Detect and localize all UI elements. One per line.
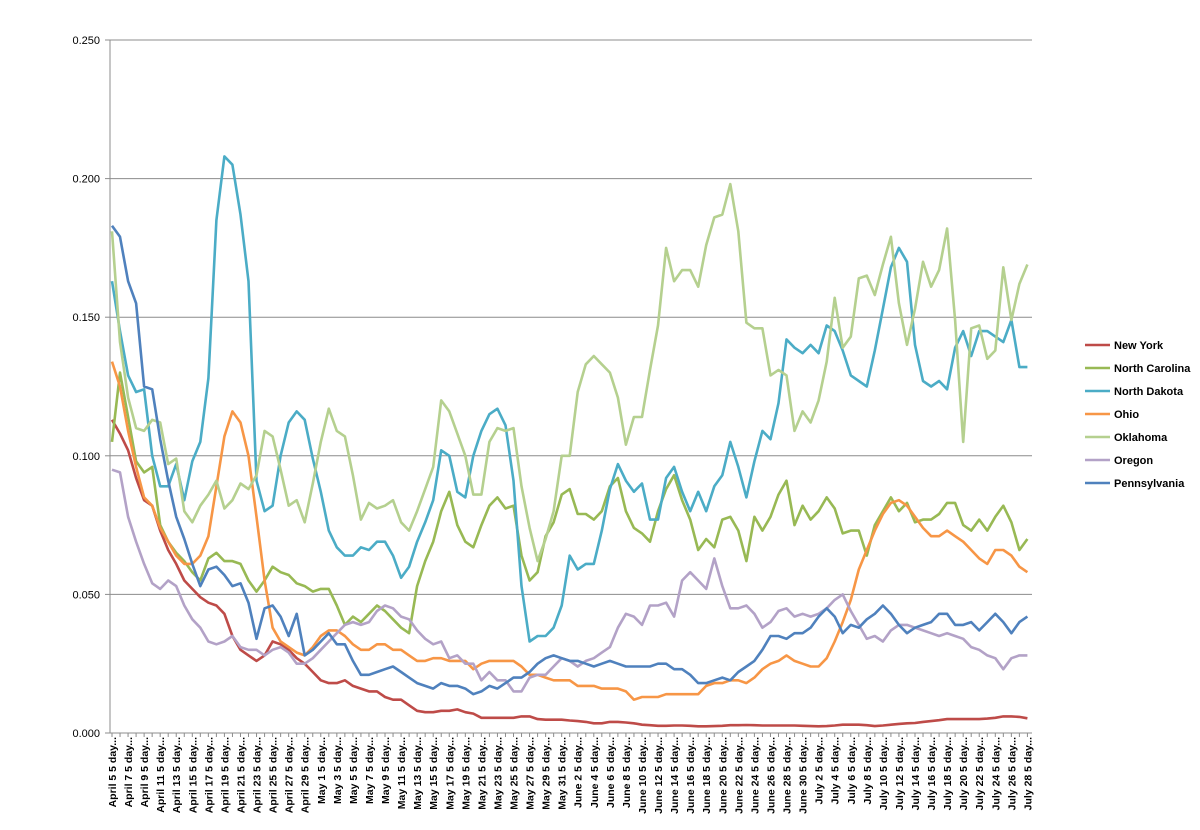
x-tick-label: May 25 5 day... [509, 737, 521, 810]
x-tick-label: May 21 5 day... [476, 737, 488, 810]
legend-label: Ohio [1114, 409, 1139, 421]
x-tick-label: May 23 5 day... [492, 737, 504, 810]
legend-label: Oklahoma [1114, 432, 1168, 444]
x-tick-label: July 16 5 day... [926, 737, 938, 810]
x-tick-label: June 24 5 day... [749, 737, 761, 814]
x-tick-label: July 14 5 day... [910, 737, 922, 810]
x-tick-label: April 13 5 day... [171, 737, 183, 813]
x-tick-label: June 2 5 day... [573, 737, 585, 808]
x-tick-label: April 25 5 day... [268, 737, 280, 813]
x-tick-label: June 6 5 day... [605, 737, 617, 808]
series-line-oklahoma [110, 182, 1029, 563]
x-tick-label: May 29 5 day... [541, 737, 553, 810]
x-tick-label: April 15 5 day... [187, 737, 199, 813]
x-tick-label: April 17 5 day... [203, 737, 215, 813]
x-tick-label: June 12 5 day... [653, 737, 665, 814]
x-tick-label: June 26 5 day... [765, 737, 777, 814]
series-line-pennsylvania [110, 224, 1029, 696]
x-tick-label: June 8 5 day... [621, 737, 633, 808]
x-tick-label: May 13 5 day... [412, 737, 424, 810]
x-tick-label: April 9 5 day... [139, 737, 151, 807]
x-tick-label: July 20 5 day... [958, 737, 970, 810]
x-tick-label: July 6 5 day... [846, 737, 858, 805]
y-tick-label: 0.100 [72, 451, 100, 463]
legend-label: New York [1114, 340, 1164, 352]
x-tick-label: July 18 5 day... [942, 737, 954, 810]
x-tick-label: July 26 5 day... [1006, 737, 1018, 810]
x-tick-label: May 31 5 day... [557, 737, 569, 810]
y-axis-ticks: 0.000 0.050 0.100 0.150 0.200 0.250 [72, 35, 100, 740]
legend-label: North Carolina [1114, 363, 1191, 375]
x-tick-label: May 11 5 day... [396, 737, 408, 809]
x-tick-label: April 19 5 day... [219, 737, 231, 813]
x-axis: April 5 5 day... April 7 5 day... April 9 … [107, 733, 1034, 814]
x-tick-label: June 4 5 day... [589, 737, 601, 808]
x-tick-label: June 18 5 day... [701, 737, 713, 814]
x-tick-label: May 3 5 day... [332, 737, 344, 804]
series-lines [110, 155, 1029, 728]
x-tick-label: May 27 5 day... [525, 737, 537, 810]
x-tick-label: June 10 5 day... [637, 737, 649, 814]
series-line-north-dakota [110, 155, 1028, 643]
x-tick-label: June 20 5 day... [717, 737, 729, 814]
y-tick-label: 0.200 [72, 174, 100, 186]
x-tick-label: May 9 5 day... [380, 737, 392, 804]
legend-label: Pennsylvania [1114, 478, 1185, 490]
x-tick-label: June 14 5 day... [669, 737, 681, 814]
x-tick-label: April 23 5 day... [252, 737, 264, 813]
gridlines [105, 39, 1032, 734]
x-tick-label: April 5 5 day... [107, 737, 119, 807]
y-tick-label: 0.000 [72, 728, 100, 740]
y-tick-label: 0.150 [72, 312, 100, 324]
x-tick-label: May 17 5 day... [444, 737, 456, 810]
series-line-ohio [110, 361, 1029, 702]
y-tick-label: 0.250 [72, 35, 100, 47]
x-tick-label: April 29 5 day... [300, 737, 312, 813]
legend: New York North Carolina North Dakota Ohio Ok… [1085, 340, 1191, 490]
x-tick-label: July 28 5 day... [1022, 737, 1034, 810]
x-tick-label: May 7 5 day... [364, 737, 376, 804]
legend-label: Oregon [1114, 455, 1153, 467]
x-tick-label: April 21 5 day... [235, 737, 247, 813]
x-tick-label: July 12 5 day... [894, 737, 906, 810]
x-tick-label: May 19 5 day... [460, 737, 472, 810]
x-tick-label: July 22 5 day... [974, 737, 986, 810]
x-tick-label: July 24 5 day... [990, 737, 1002, 810]
x-tick-label: May 1 5 day... [316, 737, 328, 804]
x-tick-label: May 15 5 day... [428, 737, 440, 810]
x-tick-label: April 27 5 day... [284, 737, 296, 813]
x-tick-label: July 2 5 day... [814, 737, 826, 805]
x-tick-label: June 16 5 day... [685, 737, 697, 814]
x-tick-label: July 4 5 day... [830, 737, 842, 805]
x-tick-label: July 10 5 day... [878, 737, 890, 810]
x-tick-label: July 8 5 day... [862, 737, 874, 805]
legend-label: North Dakota [1114, 386, 1184, 398]
y-tick-label: 0.050 [72, 589, 100, 601]
x-tick-label: May 5 5 day... [348, 737, 360, 804]
x-tick-label: June 22 5 day... [733, 737, 745, 814]
x-tick-label: April 7 5 day... [123, 737, 135, 807]
x-tick-label: April 11 5 day... [155, 737, 167, 813]
x-tick-label: June 28 5 day... [782, 737, 794, 814]
x-tick-label: June 30 5 day... [798, 737, 810, 814]
